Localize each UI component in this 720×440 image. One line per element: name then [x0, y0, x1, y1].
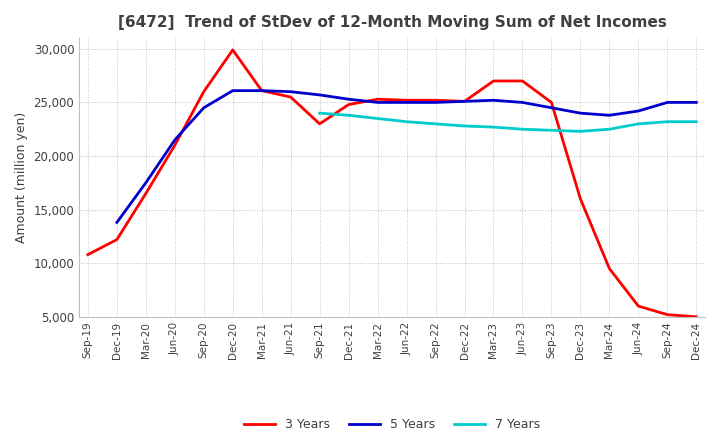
- 3 Years: [257, 88, 266, 93]
- 5 Years: [431, 100, 440, 105]
- 5 Years: [547, 105, 556, 110]
- 7 Years: [431, 121, 440, 127]
- 5 Years: [373, 100, 382, 105]
- 5 Years: [344, 96, 353, 102]
- Line: 5 Years: 5 Years: [117, 91, 696, 223]
- 3 Years: [663, 312, 672, 317]
- 3 Years: [315, 121, 324, 127]
- 3 Years: [547, 100, 556, 105]
- 5 Years: [576, 110, 585, 116]
- 7 Years: [344, 113, 353, 118]
- 5 Years: [605, 113, 613, 118]
- 3 Years: [171, 143, 179, 148]
- 3 Years: [634, 304, 643, 309]
- Line: 7 Years: 7 Years: [320, 113, 696, 132]
- 7 Years: [402, 119, 411, 125]
- 7 Years: [315, 110, 324, 116]
- 5 Years: [228, 88, 237, 93]
- 5 Years: [257, 88, 266, 93]
- 3 Years: [402, 98, 411, 103]
- 3 Years: [373, 96, 382, 102]
- 3 Years: [287, 95, 295, 100]
- 3 Years: [692, 314, 701, 319]
- 3 Years: [84, 252, 92, 257]
- Title: [6472]  Trend of StDev of 12-Month Moving Sum of Net Incomes: [6472] Trend of StDev of 12-Month Moving…: [117, 15, 667, 30]
- 5 Years: [460, 99, 469, 104]
- 5 Years: [199, 105, 208, 110]
- 3 Years: [576, 196, 585, 202]
- 7 Years: [576, 129, 585, 134]
- 5 Years: [634, 108, 643, 114]
- 7 Years: [489, 125, 498, 130]
- 7 Years: [634, 121, 643, 127]
- 3 Years: [460, 99, 469, 104]
- 7 Years: [518, 127, 527, 132]
- 5 Years: [489, 98, 498, 103]
- 3 Years: [142, 191, 150, 196]
- 3 Years: [518, 78, 527, 84]
- 5 Years: [402, 100, 411, 105]
- 3 Years: [605, 266, 613, 271]
- 5 Years: [315, 92, 324, 98]
- 5 Years: [663, 100, 672, 105]
- 3 Years: [228, 47, 237, 52]
- 7 Years: [460, 123, 469, 128]
- 3 Years: [112, 237, 121, 242]
- 7 Years: [373, 116, 382, 121]
- Legend: 3 Years, 5 Years, 7 Years: 3 Years, 5 Years, 7 Years: [239, 413, 545, 436]
- 5 Years: [518, 100, 527, 105]
- 5 Years: [692, 100, 701, 105]
- Line: 3 Years: 3 Years: [88, 50, 696, 317]
- 3 Years: [489, 78, 498, 84]
- Y-axis label: Amount (million yen): Amount (million yen): [15, 112, 28, 243]
- 3 Years: [431, 98, 440, 103]
- 7 Years: [663, 119, 672, 125]
- 5 Years: [287, 89, 295, 94]
- 3 Years: [199, 89, 208, 94]
- 5 Years: [112, 220, 121, 225]
- 5 Years: [171, 137, 179, 143]
- 7 Years: [692, 119, 701, 125]
- 3 Years: [344, 102, 353, 107]
- 5 Years: [142, 180, 150, 185]
- 7 Years: [547, 128, 556, 133]
- 7 Years: [605, 127, 613, 132]
